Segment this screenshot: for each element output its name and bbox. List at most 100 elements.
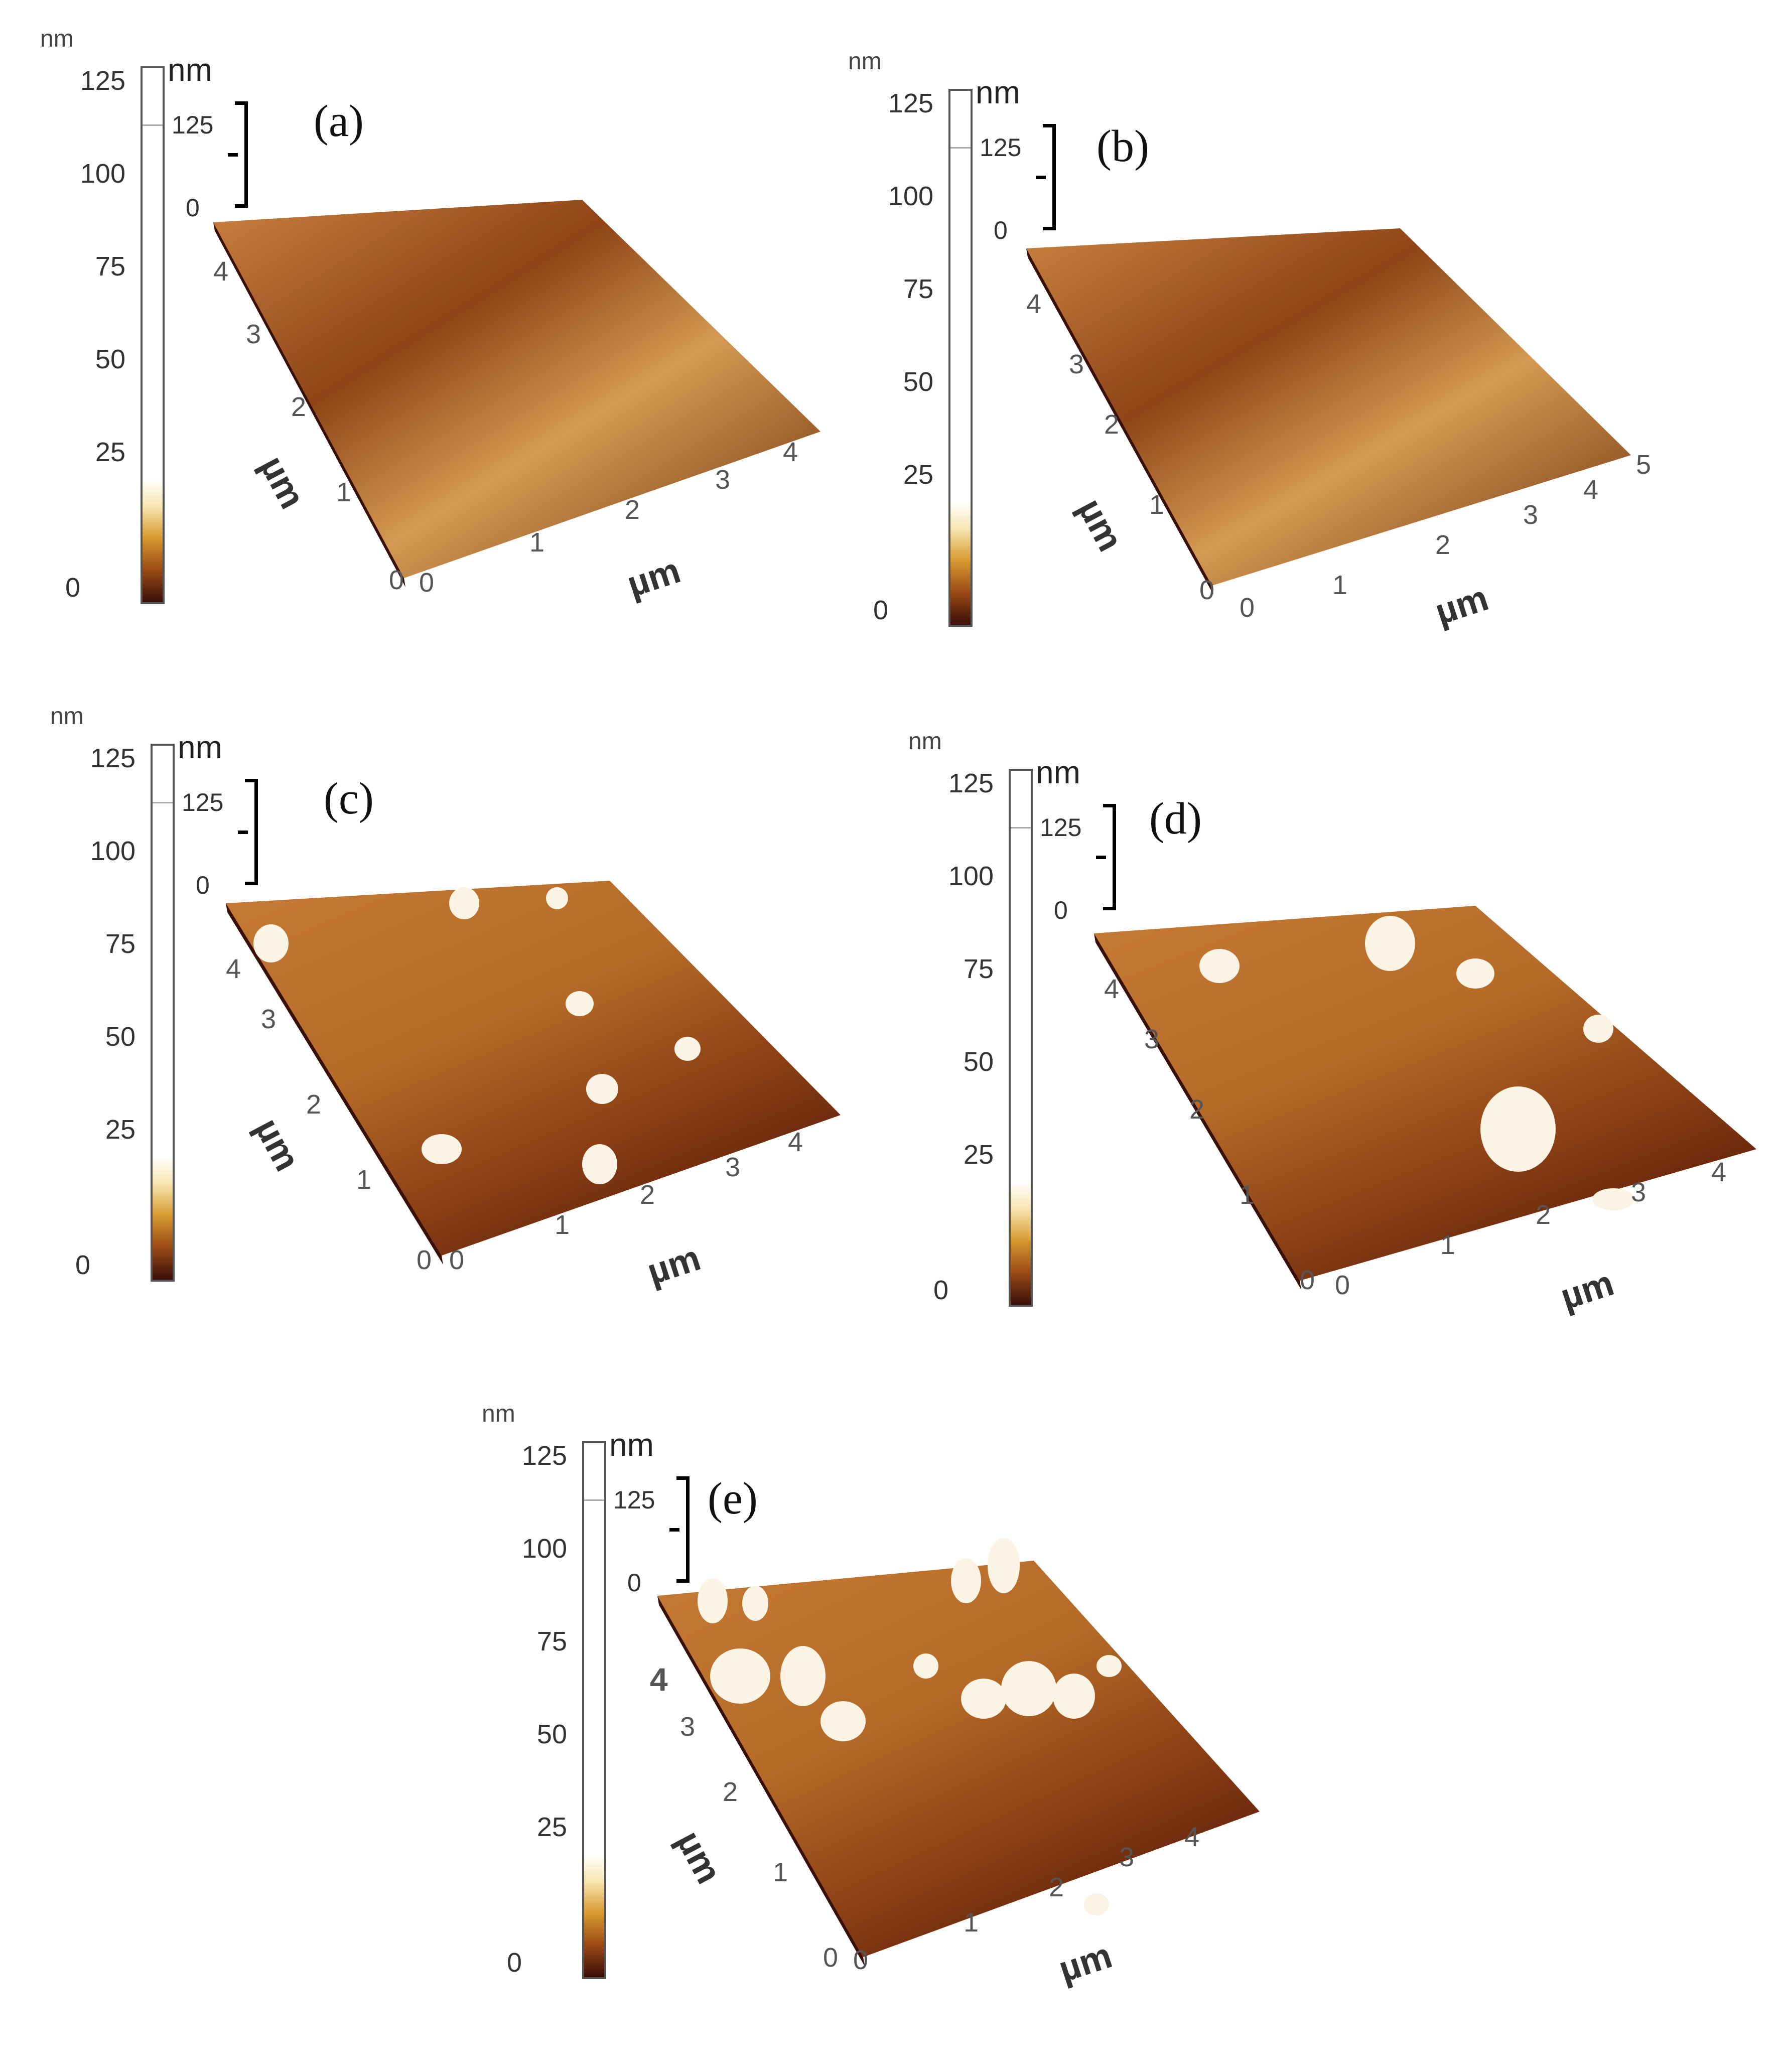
x-tick: 3 bbox=[1523, 500, 1539, 530]
surface-peak bbox=[1365, 916, 1415, 971]
afm-panel-b: nm 125 100 75 50 25 0 nm 125 0 (b) 0 1 2… bbox=[848, 48, 1726, 700]
x-tick: 0 bbox=[853, 1945, 869, 1975]
z-scale-bracket-tick bbox=[1036, 176, 1046, 179]
colorbar-marker bbox=[584, 1499, 604, 1501]
surface-peak bbox=[961, 1679, 1006, 1719]
y-tick: 4 bbox=[1104, 974, 1120, 1004]
x-tick: 3 bbox=[1119, 1842, 1135, 1872]
surface-peak bbox=[780, 1646, 826, 1706]
colorbar-unit-top: nm bbox=[40, 26, 74, 52]
colorbar-tick: 125 bbox=[80, 66, 125, 96]
x-tick: 0 bbox=[1240, 593, 1255, 623]
y-tick: 3 bbox=[246, 319, 261, 349]
surface-side bbox=[213, 222, 405, 587]
x-tick: 1 bbox=[964, 1907, 979, 1938]
colorbar-tick: 100 bbox=[521, 1534, 567, 1564]
y-tick: 0 bbox=[823, 1943, 839, 1973]
y-tick: 4 bbox=[226, 954, 241, 984]
surface-3d-b bbox=[1026, 228, 1631, 595]
colorbar-tick: 125 bbox=[90, 743, 135, 773]
colorbar-tick: 75 bbox=[536, 1626, 567, 1656]
colorbar bbox=[151, 744, 175, 1282]
x-tick: 4 bbox=[1711, 1157, 1727, 1187]
colorbar-tick: 125 bbox=[888, 88, 933, 118]
colorbar-tick: 75 bbox=[105, 929, 135, 959]
colorbar-tick: 100 bbox=[80, 159, 125, 189]
colorbar-marker bbox=[153, 802, 173, 803]
colorbar-unit-top: nm bbox=[848, 48, 882, 75]
panel-label: (e) bbox=[708, 1474, 758, 1524]
x-tick: 0 bbox=[419, 568, 435, 598]
colorbar-tick: 0 bbox=[75, 1250, 90, 1280]
z-scale-top: 125 bbox=[613, 1486, 655, 1514]
colorbar-marker bbox=[950, 147, 971, 149]
colorbar-unit: nm bbox=[178, 729, 222, 765]
x-tick: 1 bbox=[555, 1210, 570, 1240]
surface-3d-e bbox=[657, 1538, 1260, 1966]
y-tick: 3 bbox=[1144, 1024, 1160, 1054]
y-tick: 1 bbox=[1149, 490, 1165, 520]
z-scale-bottom: 0 bbox=[196, 871, 210, 899]
colorbar-tick: 75 bbox=[903, 274, 933, 304]
y-tick: 1 bbox=[773, 1857, 788, 1887]
colorbar-tick: 0 bbox=[506, 1948, 522, 1978]
y-tick: 3 bbox=[1069, 349, 1084, 379]
colorbar-tick: 125 bbox=[948, 768, 994, 798]
x-tick: 1 bbox=[1332, 570, 1348, 600]
surface-peak bbox=[1583, 1015, 1613, 1043]
surface-peak bbox=[566, 991, 594, 1016]
z-scale-bottom: 0 bbox=[627, 1569, 641, 1597]
y-tick: 1 bbox=[336, 477, 352, 507]
z-scale-bracket bbox=[676, 1476, 690, 1583]
surface-plane bbox=[1026, 228, 1631, 586]
colorbar-tick: 0 bbox=[65, 573, 80, 603]
y-tick: 4 bbox=[1026, 289, 1042, 319]
colorbar-tick: 50 bbox=[105, 1022, 135, 1052]
surface-3d-a bbox=[213, 200, 820, 587]
colorbar-unit-top: nm bbox=[908, 728, 942, 755]
colorbar-tick: 125 bbox=[521, 1441, 567, 1471]
surface-side bbox=[226, 903, 443, 1265]
y-tick: 4 bbox=[213, 256, 229, 287]
z-scale-bracket-tick bbox=[1096, 856, 1106, 859]
x-tick: 3 bbox=[725, 1152, 741, 1182]
surface-plane bbox=[1094, 906, 1756, 1281]
surface-peak bbox=[582, 1144, 617, 1184]
z-scale-bottom: 0 bbox=[186, 194, 200, 222]
y-tick: 4 bbox=[650, 1662, 668, 1698]
surface-peak bbox=[698, 1578, 728, 1623]
surface-plane bbox=[213, 200, 820, 578]
z-scale-bracket bbox=[245, 779, 258, 885]
x-tick: 3 bbox=[715, 465, 731, 495]
x-tick: 1 bbox=[529, 527, 545, 558]
y-tick: 0 bbox=[389, 565, 404, 595]
x-tick: 2 bbox=[640, 1180, 655, 1210]
surface-peak bbox=[1053, 1674, 1095, 1719]
z-scale-top: 125 bbox=[1040, 813, 1082, 842]
y-tick: 2 bbox=[723, 1777, 738, 1807]
z-scale-bracket bbox=[1043, 124, 1056, 230]
z-scale-top: 125 bbox=[980, 133, 1022, 162]
colorbar-tick: 25 bbox=[95, 437, 125, 467]
colorbar-tick: 25 bbox=[903, 460, 933, 490]
surface-peak bbox=[742, 1586, 768, 1621]
panel-label: (a) bbox=[314, 96, 364, 146]
surface-peak bbox=[820, 1701, 866, 1741]
z-scale-bottom: 0 bbox=[994, 216, 1008, 244]
colorbar bbox=[141, 66, 165, 604]
x-tick: 4 bbox=[788, 1127, 803, 1157]
z-scale-top: 125 bbox=[172, 111, 214, 139]
colorbar-tick: 50 bbox=[963, 1047, 994, 1077]
afm-panel-d: nm 125 100 75 50 25 0 nm 125 0 (d) 0 1 2… bbox=[908, 728, 1782, 1380]
surface-peak bbox=[674, 1037, 701, 1061]
y-tick: 2 bbox=[306, 1089, 322, 1120]
x-tick: 4 bbox=[1184, 1822, 1200, 1852]
y-tick: 3 bbox=[680, 1712, 696, 1742]
colorbar-tick: 0 bbox=[873, 595, 888, 625]
surface-peak bbox=[1001, 1661, 1056, 1716]
x-tick: 2 bbox=[625, 495, 640, 525]
colorbar-tick: 0 bbox=[933, 1275, 948, 1305]
x-tick: 3 bbox=[1631, 1177, 1647, 1207]
y-tick: 0 bbox=[1300, 1265, 1315, 1295]
colorbar-tick: 25 bbox=[963, 1140, 994, 1170]
